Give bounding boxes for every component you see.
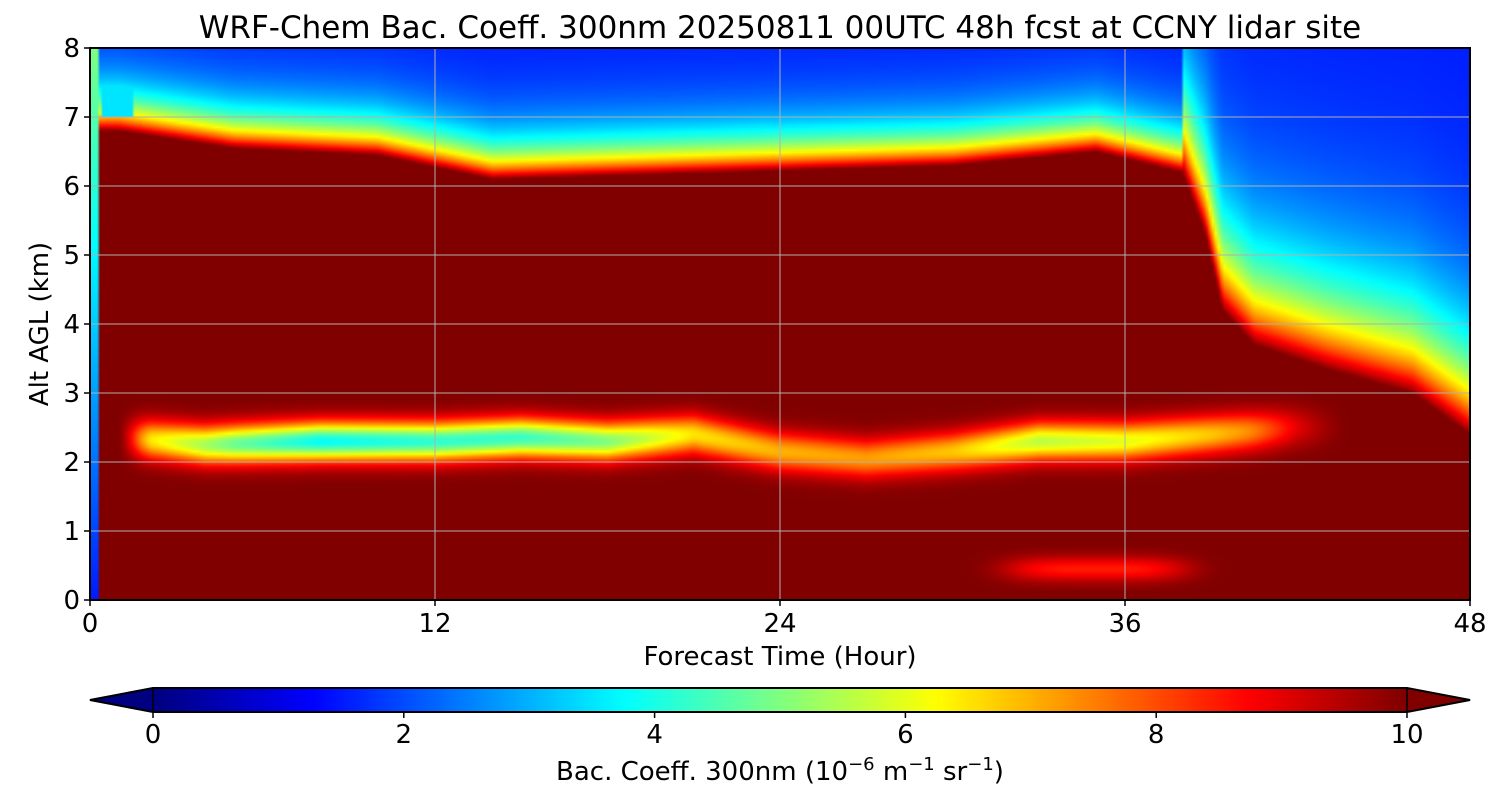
y-tick-label: 1 xyxy=(63,517,80,547)
y-tick-label: 5 xyxy=(63,241,80,271)
y-tick-label: 2 xyxy=(63,448,80,478)
colorbar-extend-low xyxy=(89,687,154,713)
y-tick-label: 4 xyxy=(63,310,80,340)
colorbar-label: Bac. Coeff. 300nm (10−6 m−1 sr−1) xyxy=(556,754,1004,787)
colorbar-gradient xyxy=(153,688,1407,712)
y-tick-label: 3 xyxy=(63,379,80,409)
x-tick-label: 48 xyxy=(1453,609,1486,639)
chart-title: WRF-Chem Bac. Coeff. 300nm 20250811 00UT… xyxy=(199,10,1362,46)
y-tick-label: 6 xyxy=(63,172,80,202)
colorbar-tick-label: 8 xyxy=(1148,720,1165,750)
x-tick-label: 24 xyxy=(763,609,796,639)
y-tick-label: 0 xyxy=(63,586,80,616)
y-tick-label: 7 xyxy=(63,103,80,133)
colorbar-tick-label: 0 xyxy=(145,720,162,750)
y-axis-label: Alt AGL (km) xyxy=(25,242,55,406)
colorbar-ticks: 0 2 4 6 8 10 xyxy=(145,712,1424,750)
x-axis-label: Forecast Time (Hour) xyxy=(643,642,916,672)
x-tick-label: 36 xyxy=(1108,609,1141,639)
colorbar-tick-label: 2 xyxy=(396,720,413,750)
colorbar-extend-high xyxy=(1406,687,1471,713)
x-tick-label: 0 xyxy=(82,609,99,639)
colorbar: 0 2 4 6 8 10 Bac. Coeff. 300nm (10−6 m−1 sr−1… xyxy=(89,687,1471,787)
y-tick-label: 8 xyxy=(63,34,80,64)
colorbar-tick-label: 4 xyxy=(646,720,663,750)
colorbar-tick-label: 6 xyxy=(897,720,914,750)
y-axis-ticks: 0 1 2 3 4 5 6 7 8 xyxy=(63,34,90,616)
colorbar-tick-label: 10 xyxy=(1390,720,1423,750)
x-axis-ticks: 0 12 24 36 48 xyxy=(82,600,1487,639)
x-tick-label: 12 xyxy=(418,609,451,639)
